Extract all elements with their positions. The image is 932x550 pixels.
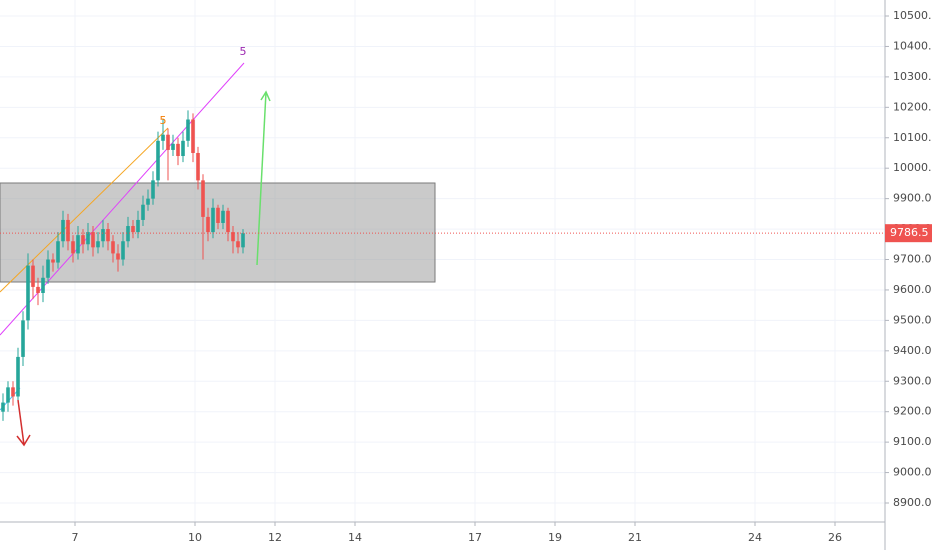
y-tick-label: 9000.0 (893, 466, 932, 479)
candle-body (71, 241, 75, 254)
y-tick-label: 10200.0 (893, 100, 932, 113)
candle-body (26, 265, 30, 321)
candle-body (116, 253, 120, 260)
candle-body (236, 241, 240, 248)
candle-body (91, 232, 95, 248)
last-price-box (885, 224, 932, 243)
arrow (256, 91, 267, 266)
candle-body (16, 356, 20, 397)
candle-body (121, 241, 125, 260)
arrow (17, 399, 25, 446)
y-tick-label: 9500.0 (893, 313, 932, 326)
candle-body (201, 180, 205, 217)
candle-body (101, 229, 105, 242)
candle-body (196, 152, 200, 181)
candle-body (186, 119, 190, 141)
candle-body (216, 207, 220, 223)
candle-body (241, 233, 245, 248)
candle-body (111, 241, 115, 254)
candles (1, 110, 245, 421)
candle-body (86, 232, 90, 245)
y-tick-label: 8900.0 (893, 496, 932, 509)
candle-body (21, 320, 25, 357)
x-tick-label: 21 (628, 531, 642, 544)
zone (0, 182, 436, 283)
candle-body (11, 387, 15, 397)
y-tick-label: 10000.0 (893, 161, 932, 174)
trend-line (0, 62, 245, 336)
candle-body (166, 134, 170, 150)
arrow-head (260, 90, 271, 102)
candle-body (151, 180, 155, 199)
y-tick-label: 9200.0 (893, 405, 932, 418)
candle-body (96, 241, 100, 248)
wave-label: 5 (160, 114, 167, 127)
arrow-head (16, 434, 31, 447)
candle-body (211, 207, 215, 233)
candle-body (131, 226, 135, 233)
wave-label: 5 (240, 45, 247, 58)
candle-body (106, 229, 110, 242)
candle-body (181, 140, 185, 157)
x-tick-label: 17 (468, 531, 482, 544)
y-tick-label: 9100.0 (893, 435, 932, 448)
candle-body (36, 286, 40, 293)
candle-body (226, 210, 230, 233)
candle-body (156, 140, 160, 181)
candle-body (51, 259, 55, 263)
candle-body (221, 210, 225, 223)
candle-body (56, 241, 60, 263)
last-price-label: 9786.5 (890, 226, 929, 239)
candle-body (136, 219, 140, 233)
y-tick-label: 10400.0 (893, 39, 932, 52)
candle-body (161, 134, 165, 141)
candle-body (1, 402, 5, 412)
candle-body (46, 259, 50, 278)
candle-body (31, 265, 35, 287)
candle-body (41, 277, 45, 293)
candle-body (81, 235, 85, 245)
x-tick-label: 12 (268, 531, 282, 544)
candle-body (6, 387, 10, 403)
x-tick-label: 10 (188, 531, 202, 544)
y-tick-label: 10100.0 (893, 131, 932, 144)
y-tick-label: 9300.0 (893, 374, 932, 387)
x-tick-label: 14 (348, 531, 362, 544)
candle-body (76, 235, 80, 254)
candle-body (191, 119, 195, 153)
candle-body (171, 143, 175, 150)
x-tick-label: 19 (548, 531, 562, 544)
candle-body (61, 219, 65, 242)
y-tick-label: 9900.0 (893, 192, 932, 205)
axes: 8900.0 9000.0 9100.0 9200.0 9300.0 9400.0 9500… (0, 9, 932, 544)
candle-body (231, 232, 235, 242)
candle-body (176, 143, 180, 157)
x-tick-label: 24 (748, 531, 762, 544)
y-tick-label: 9600.0 (893, 283, 932, 296)
candle-body (146, 198, 150, 205)
candle-body (141, 204, 145, 220)
candle-body (206, 216, 210, 233)
x-tick-label: 7 (72, 531, 79, 544)
y-tick-label: 9400.0 (893, 344, 932, 357)
candle-body (126, 226, 130, 242)
y-tick-label: 10500.0 (893, 9, 932, 22)
y-tick-label: 9700.0 (893, 253, 932, 266)
candle-body (66, 219, 70, 242)
y-tick-label: 10300.0 (893, 70, 932, 83)
x-tick-label: 26 (828, 531, 842, 544)
